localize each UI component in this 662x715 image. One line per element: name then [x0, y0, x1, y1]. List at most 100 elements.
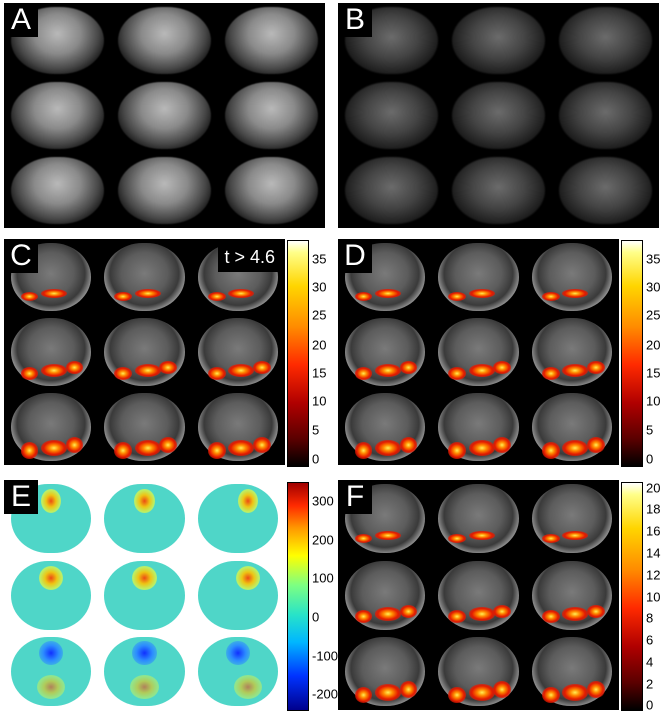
panel-e-colorbar: 300 200 100 0 -100 -200 — [287, 482, 338, 711]
activation-blob — [159, 436, 178, 454]
colorbar-tick-label: 16 — [646, 523, 661, 539]
brain-slice — [10, 483, 92, 553]
activation-blob — [562, 439, 589, 456]
brain-slice — [438, 637, 519, 707]
colorbar-tick-label: 12 — [646, 567, 661, 583]
activation-blob — [375, 439, 401, 456]
activation-blob — [65, 361, 84, 375]
brain-slice — [531, 560, 613, 630]
brain-slice — [10, 560, 92, 630]
colorbar-tick-label: 5 — [646, 422, 654, 438]
activation-blob — [493, 436, 512, 454]
activation-blob — [562, 288, 589, 299]
activation-blob — [228, 288, 255, 299]
panel-f-colorbar: 20 18 16 14 12 10 8 6 4 2 0 — [621, 480, 660, 713]
activation-blob — [493, 361, 512, 375]
field-coldspot — [226, 640, 251, 665]
activation-blob — [448, 610, 466, 624]
activation-blob — [20, 366, 39, 380]
brain-slice — [438, 483, 519, 553]
field-hotspot — [235, 566, 260, 591]
activation-blob — [375, 607, 401, 621]
activation-blob — [562, 607, 589, 621]
activation-blob — [20, 291, 39, 302]
activation-blob — [399, 604, 418, 618]
activation-blob — [448, 442, 466, 459]
brain-slice — [344, 637, 426, 707]
activation-blob — [468, 607, 495, 621]
activation-blob — [20, 442, 39, 459]
activation-blob — [541, 442, 560, 459]
brain-slice — [104, 637, 185, 707]
colorbar-tick-label: 30 — [646, 279, 661, 295]
brain-slice — [10, 318, 92, 386]
brain-slice — [104, 560, 185, 630]
activation-blob — [448, 366, 466, 380]
brain-slice — [11, 156, 104, 225]
activation-blob — [541, 291, 560, 302]
colorbar-tick-label: 35 — [312, 251, 327, 267]
brain-slice — [197, 483, 279, 553]
colorbar-tick-label: 10 — [312, 393, 327, 409]
brain-slice — [438, 560, 519, 630]
brain-slice — [438, 242, 519, 311]
activation-blob — [207, 291, 226, 302]
activation-blob — [587, 361, 605, 375]
colorbar-tick-label: 0 — [646, 697, 654, 713]
brain-slice — [345, 156, 438, 225]
activation-blob — [468, 684, 495, 701]
colorbar-tick-label: 4 — [646, 654, 654, 670]
panel-e-grid — [4, 480, 285, 710]
activation-blob — [399, 681, 418, 698]
brain-slice — [559, 6, 652, 75]
brain-slice — [438, 393, 519, 462]
panel-f: F — [338, 480, 619, 710]
activation-blob — [468, 439, 495, 456]
activation-blob — [448, 686, 466, 704]
brain-slice — [118, 156, 211, 225]
field-hotspot — [130, 675, 159, 700]
brain-slice — [344, 318, 426, 386]
panel-b-label: B — [338, 3, 372, 37]
brain-slice — [225, 81, 318, 150]
brain-slice — [225, 6, 318, 75]
brain-slice — [452, 156, 545, 225]
brain-slice — [197, 318, 279, 386]
activation-blob — [41, 439, 67, 456]
panel-b-grid — [338, 3, 659, 228]
colorbar-tick-label: 30 — [312, 279, 327, 295]
threshold-label: t > 4.6 — [218, 243, 281, 272]
panel-e: E — [4, 480, 285, 710]
activation-blob — [228, 364, 255, 378]
activation-blob — [541, 366, 560, 380]
panel-c-grid — [4, 239, 285, 465]
activation-blob — [562, 684, 589, 701]
panel-c-label: C — [4, 239, 38, 273]
activation-blob — [134, 364, 161, 378]
colorbar-tick-label: 14 — [646, 545, 661, 561]
colorbar-tick-label: 35 — [646, 251, 661, 267]
activation-blob — [399, 436, 418, 454]
activation-blob — [207, 366, 226, 380]
brain-slice — [345, 81, 438, 150]
brain-slice — [10, 637, 92, 707]
field-coldspot — [132, 640, 157, 665]
colorbar-tick-label: 25 — [646, 307, 661, 323]
colorbar-tick-label: 5 — [312, 422, 320, 438]
colorbar-tick-label: 200 — [312, 532, 334, 548]
panel-a-grid — [4, 3, 325, 228]
panel-c: C t > 4.6 — [4, 239, 285, 465]
activation-blob — [114, 291, 132, 302]
activation-blob — [562, 364, 589, 378]
activation-blob — [65, 436, 84, 454]
activation-blob — [354, 366, 373, 380]
brain-slice — [104, 242, 185, 311]
colorbar-tick-label: 15 — [312, 365, 327, 381]
colorbar-tick-label: 8 — [646, 610, 654, 626]
activation-blob — [253, 436, 271, 454]
panel-d-label: D — [338, 239, 372, 273]
field-hotspot — [237, 489, 258, 514]
panel-f-grid — [338, 480, 619, 710]
activation-blob — [354, 610, 373, 624]
activation-blob — [468, 364, 495, 378]
